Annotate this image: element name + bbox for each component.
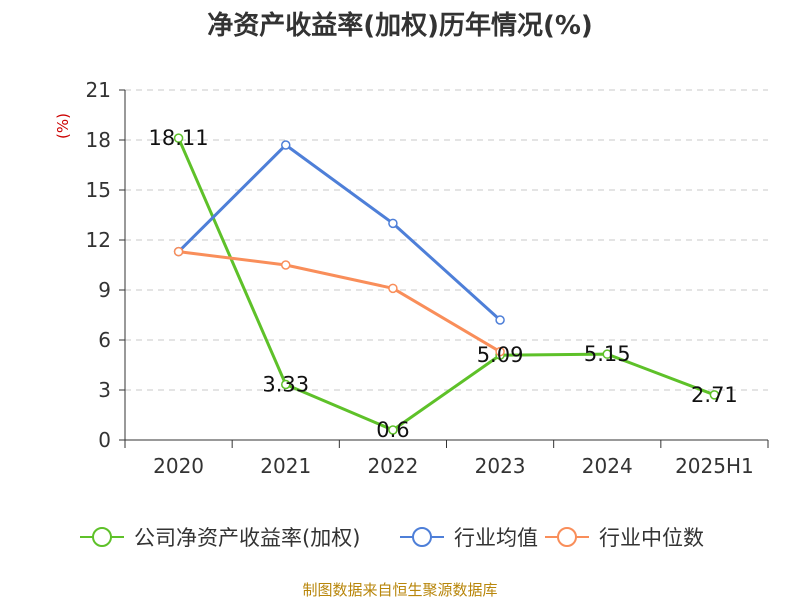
- x-tick-label: 2023: [475, 454, 526, 478]
- y-tick-label: 21: [86, 78, 111, 102]
- series-point: [173, 133, 184, 143]
- y-tick-label: 18: [86, 128, 111, 152]
- data-label: 2.71: [691, 383, 738, 407]
- data-source-footer: 制图数据来自恒生聚源数据库: [302, 581, 497, 599]
- data-label: 18.11: [149, 126, 209, 150]
- x-tick-label: 2021: [260, 454, 311, 478]
- series-point: [173, 246, 184, 257]
- series-lines: [173, 133, 720, 435]
- series-point: [495, 346, 505, 357]
- x-tick-label: 2024: [582, 454, 633, 478]
- series-line: [177, 136, 716, 432]
- data-label: 0.6: [376, 418, 409, 442]
- legend-label: 行业均值: [454, 526, 538, 550]
- x-tick-label: 2020: [153, 454, 204, 478]
- y-tick-label: 12: [86, 228, 111, 252]
- legend-marker: [412, 527, 432, 547]
- series-point: [281, 140, 291, 150]
- y-tick-label: 0: [98, 428, 111, 452]
- y-tick-label: 15: [86, 178, 111, 202]
- grid-lines: [125, 89, 768, 391]
- data-label: 3.33: [262, 373, 309, 397]
- legend: 公司净资产收益率(加权) 行业均值 行业中位数: [80, 526, 704, 550]
- legend-marker: [557, 527, 577, 547]
- data-label: 5.09: [477, 343, 524, 367]
- series-point: [602, 349, 612, 359]
- series-point: [709, 390, 720, 400]
- y-tick-label: 9: [98, 278, 111, 302]
- x-tick-label: 2022: [367, 454, 418, 478]
- series-point: [388, 218, 398, 229]
- series-point: [388, 283, 398, 294]
- axes: 0 3 6 9 12 15 18 21 2020 2021 2022 2023 2024 2025H1: [86, 78, 769, 478]
- legend-marker: [92, 527, 112, 547]
- data-labels: 18.11 3.33 0.6 5.09 5.15 2.71: [149, 126, 738, 442]
- legend-label: 行业中位数: [599, 526, 704, 550]
- series-1: [173, 140, 505, 325]
- series-0: [173, 133, 720, 435]
- y-tick-label: 3: [98, 378, 111, 402]
- chart-title: 净资产收益率(加权)历年情况(%): [207, 10, 593, 41]
- x-tick-label: 2025H1: [675, 454, 754, 478]
- legend-item-0: 公司净资产收益率(加权): [80, 526, 360, 550]
- data-label: 5.15: [584, 342, 631, 366]
- series-point: [495, 315, 505, 325]
- series-line: [177, 143, 502, 322]
- series-point: [281, 260, 291, 270]
- legend-item-2: 行业中位数: [545, 526, 704, 550]
- series-point: [281, 379, 291, 390]
- series-2: [173, 246, 505, 357]
- series-line: [177, 250, 502, 354]
- series-point: [388, 425, 398, 435]
- y-axis-unit-label: (%): [54, 113, 72, 139]
- y-tick-label: 6: [98, 328, 111, 352]
- legend-item-1: 行业均值: [400, 526, 538, 550]
- legend-label: 公司净资产收益率(加权): [134, 526, 360, 550]
